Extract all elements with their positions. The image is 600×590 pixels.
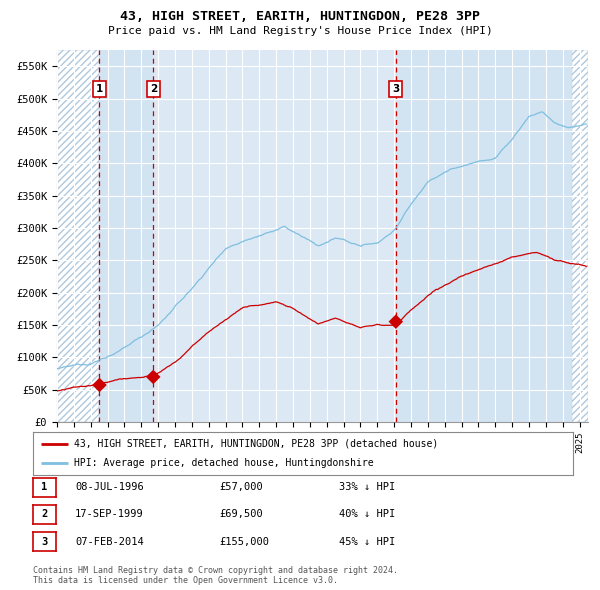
Text: HPI: Average price, detached house, Huntingdonshire: HPI: Average price, detached house, Hunt… (74, 458, 373, 468)
Text: £155,000: £155,000 (219, 537, 269, 546)
Text: £69,500: £69,500 (219, 510, 263, 519)
Text: £57,000: £57,000 (219, 483, 263, 492)
Text: 1: 1 (96, 84, 103, 94)
Bar (396, 50, 572, 422)
Bar (57, 50, 100, 422)
Text: Contains HM Land Registry data © Crown copyright and database right 2024.
This d: Contains HM Land Registry data © Crown c… (33, 566, 398, 585)
Text: 3: 3 (41, 537, 47, 546)
Point (95, 381, 104, 390)
Text: 33% ↓ HPI: 33% ↓ HPI (339, 483, 395, 492)
Bar (100, 50, 153, 422)
Point (148, 372, 158, 382)
Bar (572, 50, 588, 422)
Text: Price paid vs. HM Land Registry's House Price Index (HPI): Price paid vs. HM Land Registry's House … (107, 26, 493, 36)
Text: 40% ↓ HPI: 40% ↓ HPI (339, 510, 395, 519)
Text: 43, HIGH STREET, EARITH, HUNTINGDON, PE28 3PP: 43, HIGH STREET, EARITH, HUNTINGDON, PE2… (120, 10, 480, 23)
Text: 1: 1 (41, 483, 47, 492)
Text: 45% ↓ HPI: 45% ↓ HPI (339, 537, 395, 546)
Text: 43, HIGH STREET, EARITH, HUNTINGDON, PE28 3PP (detached house): 43, HIGH STREET, EARITH, HUNTINGDON, PE2… (74, 438, 438, 448)
Point (391, 317, 401, 326)
Text: 2: 2 (41, 510, 47, 519)
Text: 2: 2 (149, 84, 157, 94)
Text: 3: 3 (392, 84, 400, 94)
Text: 07-FEB-2014: 07-FEB-2014 (75, 537, 144, 546)
Text: 17-SEP-1999: 17-SEP-1999 (75, 510, 144, 519)
Text: 08-JUL-1996: 08-JUL-1996 (75, 483, 144, 492)
